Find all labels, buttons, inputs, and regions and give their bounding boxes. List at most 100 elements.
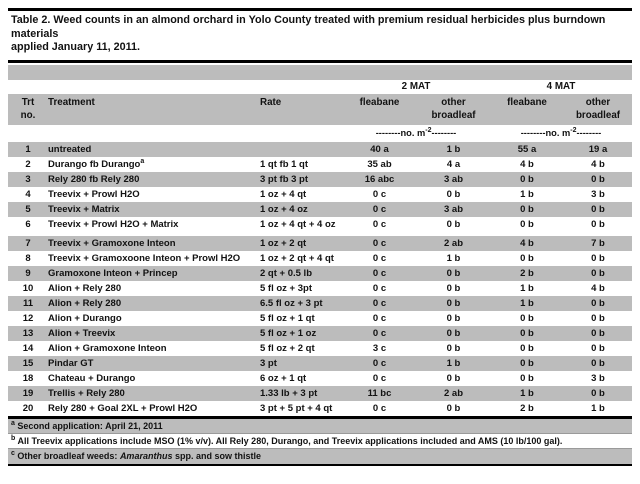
units-4mat: --------no. m-2-------- — [520, 126, 602, 138]
table-row: 11 Alion + Rely 280 6.5 fl oz + 3 pt 0 c 0 b… — [8, 295, 632, 311]
fleabane-2mat-cell: 16 abc — [364, 173, 395, 185]
other-broadleaf-4mat-cell: 0 b — [591, 312, 605, 324]
trt-no-cell: 5 — [25, 203, 31, 215]
fleabane-4mat-cell: 0 b — [520, 218, 534, 230]
footnote-marker: c — [11, 449, 15, 457]
treatment-cell: Pindar GT — [48, 357, 94, 369]
other-broadleaf-4mat-cell: 0 b — [591, 387, 605, 399]
table-row: 15 Pindar GT 3 pt 0 c 1 b 0 b 0 b — [8, 355, 632, 371]
other-broadleaf-4mat-cell: 4 b — [591, 158, 605, 170]
rate-cell: 1.33 lb + 3 pt — [260, 387, 318, 399]
other-broadleaf-2mat-cell: 0 b — [446, 267, 461, 279]
fleabane-2mat-cell: 0 c — [372, 327, 387, 339]
rate-cell: 1 qt fb 1 qt — [260, 158, 309, 170]
fleabane-2mat-cell: 0 c — [372, 372, 387, 384]
fleabane-2mat-cell: 0 c — [372, 218, 387, 230]
table-title: Table 2. Weed counts in an almond orchar… — [8, 8, 632, 63]
other-broadleaf-4mat-cell: 3 b — [591, 188, 605, 200]
other-broadleaf-4mat-cell: 0 b — [591, 357, 605, 369]
table-row: 19 Trellis + Rely 280 1.33 lb + 3 pt 11 bc 2… — [8, 385, 632, 401]
fleabane-2mat-cell: 0 c — [372, 402, 387, 414]
table-title-line2: applied January 11, 2011. — [11, 41, 141, 53]
rate-cell: 3 pt + 5 pt + 4 qt — [260, 402, 333, 414]
treatment-cell: Alion + Rely 280 — [48, 297, 122, 309]
other-broadleaf-4mat-cell: 0 b — [591, 203, 605, 215]
treatment-cell: Treevix + Prowl H2O — [48, 188, 140, 200]
table-title-line1: Table 2. Weed counts in an almond orchar… — [11, 14, 606, 40]
fleabane-2mat-cell: 0 c — [372, 252, 387, 264]
treatment-cell: Treevix + Gramoxone Inteon — [48, 237, 176, 249]
footnote-italic-term: Amaranthus — [119, 450, 173, 461]
fleabane-2mat-cell: 0 c — [372, 282, 387, 294]
rate-cell: 6 oz + 1 qt — [260, 372, 307, 384]
table-body: 1 untreated 40 a 1 b 55 a 19 a 2 Durango fb Dur… — [8, 141, 632, 416]
trt-no-cell: 1 — [25, 143, 31, 155]
mat-header-spacer — [8, 80, 342, 94]
fleabane-4mat-cell: 0 b — [520, 357, 534, 369]
trt-no-cell: 11 — [22, 297, 34, 309]
fleabane-4mat-cell: 1 b — [520, 387, 534, 399]
fleabane-2mat-cell: 0 c — [372, 267, 387, 279]
fleabane-4mat-cell: 0 b — [520, 173, 534, 185]
trt-no-cell: 7 — [25, 237, 31, 249]
other-broadleaf-2mat-cell: 0 b — [446, 372, 461, 384]
other-broadleaf-2mat-cell: 0 b — [446, 188, 461, 200]
fleabane-4mat-cell: 1 b — [520, 188, 534, 200]
fleabane-4mat-cell: 0 b — [520, 203, 534, 215]
footnote-b: b All Treevix applications include MSO (… — [8, 434, 632, 449]
rate-cell: 3 pt — [260, 357, 277, 369]
other-broadleaf-4mat-cell: 0 b — [591, 297, 605, 309]
rate-cell: 1 oz + 2 qt + 4 qt — [260, 252, 334, 264]
trt-no-cell: 10 — [22, 282, 34, 294]
other-broadleaf-2mat-cell: 0 b — [446, 282, 461, 294]
rate-cell: 2 qt + 0.5 lb — [260, 267, 313, 279]
other-broadleaf-2mat-cell: 3 ab — [443, 203, 463, 215]
fleabane-4mat-cell: 55 a — [517, 143, 537, 155]
treatment-cell: Rely 280 + Goal 2XL + Prowl H2O — [48, 402, 198, 414]
other-broadleaf-2mat-cell: 1 b — [446, 143, 461, 155]
other-broadleaf-4mat-cell: 19 a — [588, 143, 608, 155]
table-row: 12 Alion + Durango 5 fl oz + 1 qt 0 c 0 b 0 b… — [8, 311, 632, 326]
rate-cell: 5 fl oz + 1 qt — [260, 312, 315, 324]
fleabane-4mat-cell: 0 b — [520, 327, 534, 339]
col-header-rate: Rate — [260, 96, 282, 108]
fleabane-2mat-cell: 0 c — [372, 237, 387, 249]
col-header-treatment: Treatment — [48, 96, 95, 108]
other-broadleaf-2mat-cell: 4 a — [446, 158, 461, 170]
treatment-footnote-marker: a — [140, 157, 145, 165]
other-broadleaf-4mat-cell: 3 b — [591, 372, 605, 384]
trt-no-cell: 18 — [22, 372, 34, 384]
fleabane-2mat-cell: 40 a — [370, 143, 389, 155]
rate-cell: 1 oz + 4 qt — [260, 188, 307, 200]
units-superscript: -2 — [425, 126, 432, 134]
treatment-cell: Alion + Treevix — [48, 327, 116, 339]
treatment-cell: Chateau + Durango — [48, 372, 136, 384]
other-broadleaf-2mat-cell: 1 b — [446, 357, 461, 369]
table-row: 14 Alion + Gramoxone Inteon 5 fl oz + 2 qt… — [8, 341, 632, 356]
trt-no-cell: 4 — [25, 188, 31, 200]
fleabane-4mat-cell: 2 b — [520, 402, 534, 414]
fleabane-2mat-cell: 0 c — [372, 203, 387, 215]
other-broadleaf-4mat-cell: 0 b — [591, 252, 605, 264]
trt-no-cell: 20 — [22, 402, 34, 414]
treatment-cell: untreated — [48, 143, 92, 155]
table-row: 8 Treevix + Gramoxoone Inteon + Prowl H2O… — [8, 251, 632, 266]
fleabane-2mat-cell: 11 bc — [367, 387, 392, 399]
mat4-header: 4 MAT — [546, 80, 576, 92]
treatment-cell: Treevix + Gramoxoone Inteon + Prowl H2O — [48, 252, 241, 264]
trt-no-cell: 3 — [25, 173, 31, 185]
other-broadleaf-2mat-cell: 0 b — [446, 312, 461, 324]
treatment-cell: Trellis + Rely 280 — [48, 387, 125, 399]
col-header-other-broadleaf-2mat: other broadleaf — [431, 96, 476, 121]
fleabane-4mat-cell: 4 b — [520, 158, 534, 170]
fleabane-2mat-cell: 0 c — [372, 188, 387, 200]
other-broadleaf-2mat-cell: 0 b — [446, 342, 461, 354]
table-row: 10 Alion + Rely 280 5 fl oz + 3pt 0 c 0 b 1 b… — [8, 281, 632, 296]
treatment-cell: Durango fb Durangoa — [48, 157, 145, 170]
trt-no-cell: 12 — [22, 312, 34, 324]
rate-cell: 1 oz + 2 qt — [260, 237, 307, 249]
table-row: 2 Durango fb Durangoa 1 qt fb 1 qt 35 ab 4 a… — [8, 157, 632, 172]
treatment-cell: Alion + Durango — [48, 312, 122, 324]
other-broadleaf-4mat-cell: 4 b — [591, 282, 605, 294]
fleabane-4mat-cell: 2 b — [520, 267, 534, 279]
